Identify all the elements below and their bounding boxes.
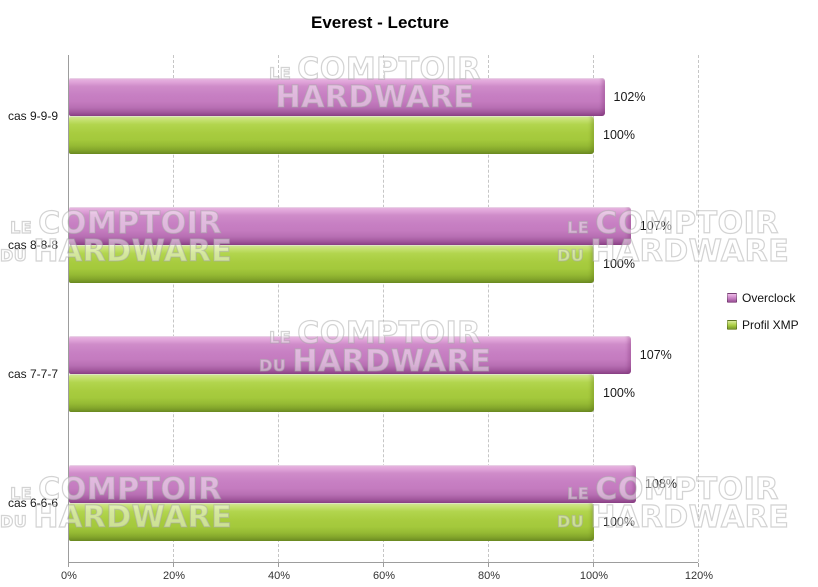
value-label: 108% [645,477,677,491]
gridline [278,55,279,562]
plot-area: 0% 20% 40% 60% 80% 100% 120% 102% 100% 1… [61,55,713,582]
legend-item-overclock: Overclock [727,291,799,305]
gridline [593,55,594,562]
xmp-bar [69,503,594,541]
value-label: 107% [639,219,672,233]
category-label: cas 7-7-7 [7,367,58,381]
x-axis-tick [593,563,594,567]
xmp-bar [69,245,594,283]
value-label: 100% [603,257,635,271]
xmp-swatch-icon [727,320,737,330]
overclock-bar [69,465,636,503]
bar-row: 100% [69,374,635,412]
bar-row: 107% [69,207,672,245]
legend-label: Overclock [742,291,796,305]
xmp-bar [69,116,594,154]
category-label: cas 9-9-9 [7,109,58,123]
x-axis-tick [488,563,489,567]
value-label: 107% [639,348,672,362]
x-tick-label: 0% [61,570,77,582]
bar-row: 100% [69,116,635,154]
gridline [698,55,699,562]
legend-label: Profil XMP [742,318,799,332]
chart-title: Everest - Lecture [311,13,449,32]
x-axis-tick [68,563,69,567]
gridline [173,55,174,562]
x-axis-tick [173,563,174,567]
x-tick-label: 100% [579,570,609,582]
bar-row: 102% [69,78,645,116]
bar-row: 108% [69,465,677,503]
bar-row: 100% [69,245,635,283]
value-label: 102% [613,90,646,104]
gridline [488,55,489,562]
x-axis-tick [698,563,699,567]
overclock-swatch-icon [727,293,737,303]
gridline [383,55,384,562]
x-axis-tick [383,563,384,567]
overclock-bar [69,336,631,374]
xmp-bar [69,374,594,412]
value-label: 100% [603,386,635,400]
overclock-bar [69,207,631,245]
bar-row: 107% [69,336,672,374]
legend: Overclock Profil XMP [727,291,799,345]
category-label: cas 8-8-8 [7,238,58,252]
legend-item-profil-xmp: Profil XMP [727,318,799,332]
x-tick-label: 40% [267,570,291,582]
value-label: 100% [603,515,635,529]
x-tick-label: 120% [684,570,714,582]
category-label: cas 6-6-6 [7,496,58,510]
overclock-bar [69,78,605,116]
x-tick-label: 60% [372,570,396,582]
bar-row: 100% [69,503,635,541]
x-tick-label: 20% [162,570,186,582]
x-tick-label: 80% [477,570,501,582]
x-axis-tick [278,563,279,567]
value-label: 100% [603,128,635,142]
